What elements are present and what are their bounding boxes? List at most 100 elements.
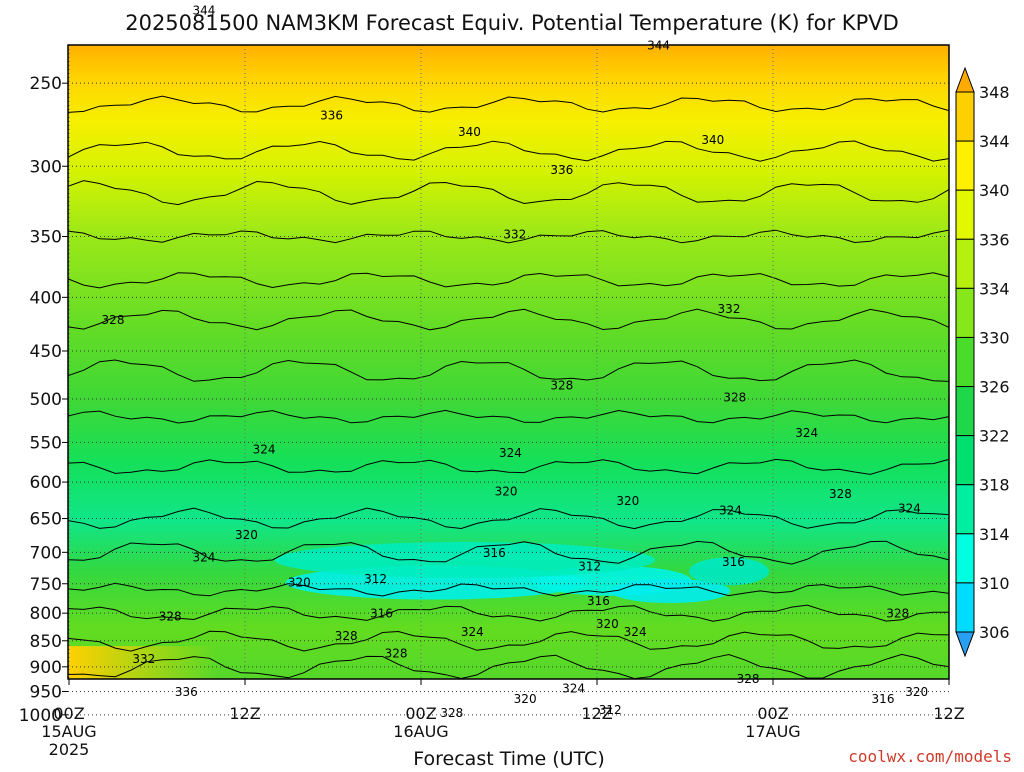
x-tick-label: 12Z [581, 704, 612, 723]
x-tick-label: 00Z [757, 704, 788, 723]
y-tick-label: 500 [30, 390, 62, 410]
contour-label: 324 [562, 682, 585, 696]
y-tick-label: 900 [30, 658, 62, 678]
colorbar: 348 344 340 336 334 330 326 322 318 314 310 306 [955, 66, 1010, 658]
axes: 250 300 350 400 450 500 550 600 650 700 750 800 850 9… [19, 44, 965, 759]
contour-label: 316 [722, 555, 745, 569]
x-tick-date: 17AUG [745, 722, 800, 741]
contour-label: 340 [458, 125, 481, 139]
x-tick-label: 00Z [405, 704, 436, 723]
x-tick-date: 16AUG [393, 722, 448, 741]
contour-label: 324 [795, 426, 818, 440]
colorbar-label: 330 [979, 328, 1010, 347]
x-axis-label: Forecast Time (UTC) [413, 748, 604, 768]
contour-label: 328 [550, 379, 573, 393]
colorbar-band [955, 189, 975, 240]
contour-line [68, 308, 949, 331]
contour-label: 332 [132, 652, 155, 666]
contour-line [68, 630, 949, 652]
y-tick-label: 650 [30, 510, 62, 530]
colorbar-band [955, 238, 975, 289]
contour-label: 320 [596, 617, 619, 631]
contour-label: 344 [647, 39, 670, 53]
colorbar-band [955, 140, 975, 191]
contour-label: 320 [905, 685, 928, 699]
colorbar-band [955, 91, 975, 142]
colorbar-label: 314 [979, 525, 1010, 544]
contour-line [68, 540, 949, 565]
contour-label: 320 [616, 494, 639, 508]
contour-label: 344 [192, 4, 215, 18]
contour-label: 328 [335, 629, 358, 643]
y-tick-label: 350 [30, 227, 62, 247]
field-patch [275, 542, 655, 579]
contour-label: 324 [253, 443, 276, 457]
colorbar-label: 310 [979, 574, 1010, 593]
contour-label: 316 [872, 692, 895, 706]
contour-label: 316 [370, 607, 393, 621]
contour-line [68, 180, 949, 206]
colorbar-label: 318 [979, 476, 1010, 495]
colorbar-band [955, 533, 975, 584]
colorbar-label: 340 [979, 181, 1010, 200]
contour-label: 328 [102, 313, 125, 327]
colorbar-label: 306 [979, 623, 1010, 642]
colorbar-band [955, 582, 975, 633]
grid-lines [68, 45, 950, 716]
y-tick-label: 850 [30, 632, 62, 652]
contour-label: 324 [461, 625, 484, 639]
y-tick-label: 800 [30, 604, 62, 624]
contour-label: 324 [192, 550, 215, 564]
contour-line [68, 653, 949, 679]
contour-label: 320 [495, 485, 518, 499]
contour-label: 324 [719, 504, 742, 518]
contour-label: 328 [737, 672, 760, 686]
plot-frame [67, 44, 950, 680]
colorbar-label: 326 [979, 378, 1010, 397]
y-tick-label: 700 [30, 543, 62, 563]
contour-label: 336 [320, 108, 343, 122]
contour-label: 312 [578, 559, 601, 573]
contour-line [68, 582, 949, 597]
contour-label: 332 [718, 302, 741, 316]
contour-label: 332 [503, 227, 526, 241]
contour-label: 340 [701, 133, 724, 147]
x-tick-label: 12Z [229, 704, 260, 723]
field-patch [689, 557, 769, 586]
credit-text[interactable]: coolwx.com/models [848, 747, 1012, 766]
colorbar-label: 334 [979, 279, 1010, 298]
contour-label: 312 [599, 703, 622, 717]
contour-label: 328 [440, 706, 463, 720]
contour-label: 312 [364, 572, 387, 586]
contour-label: 328 [829, 487, 852, 501]
chart-title: 2025081500 NAM3KM Forecast Equiv. Potent… [125, 11, 899, 35]
contour-line [68, 229, 949, 244]
contour-label: 324 [624, 625, 647, 639]
colorbar-band [955, 336, 975, 388]
contour-lines [68, 95, 949, 679]
contour-label: 320 [288, 575, 311, 589]
y-tick-label: 450 [30, 342, 62, 362]
contour-line [68, 458, 949, 475]
colorbar-band [955, 386, 975, 437]
contour-label: 316 [587, 594, 610, 608]
contour-label: 328 [159, 609, 182, 623]
contour-label: 324 [898, 501, 921, 515]
y-tick-label: 600 [30, 473, 62, 493]
y-tick-label: 950 [30, 682, 62, 702]
contour-line [68, 604, 949, 622]
contour-labels: 344 344 336 340 340 336 332 332 328 328 328 324 324 3… [102, 4, 929, 720]
contour-line [68, 507, 949, 530]
contour-label: 336 [175, 685, 198, 699]
contour-label: 320 [235, 528, 258, 542]
x-tick-label: 00Z [53, 704, 84, 723]
contour-label: 328 [385, 646, 408, 660]
contour-line [68, 272, 949, 289]
colorbar-label: 344 [979, 132, 1010, 151]
colorbar-bottom-arrow [955, 631, 975, 658]
y-tick-label: 300 [30, 157, 62, 177]
temperature-field [68, 45, 949, 679]
colorbar-band [955, 484, 975, 535]
y-tick-label: 550 [30, 433, 62, 453]
